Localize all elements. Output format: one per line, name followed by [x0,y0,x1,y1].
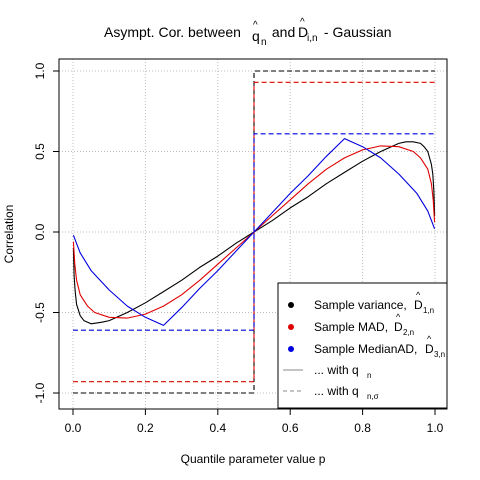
x-tick-label: 0.6 [282,421,299,435]
legend-d-medianad: D [425,342,434,356]
legend-sub-mad: 2,n [403,328,414,337]
series-layer [72,70,436,394]
x-tick-label: 0.0 [65,421,82,435]
title-q-hat: ^ [253,20,258,31]
x-axis: 0.0 0.2 0.4 0.6 0.8 1.0 [65,409,444,435]
legend-sub-medianad: 3,n [434,350,445,359]
x-tick-label: 0.2 [137,421,154,435]
title-prefix: Asympt. Cor. between [104,24,245,40]
y-tick-label: -0.5 [33,302,47,323]
y-tick-label: 0.0 [33,223,47,240]
legend-sub-solid: n [367,371,371,380]
y-axis-label: Correlation [2,205,16,264]
series-variance-dashed [73,70,435,394]
x-tick-label: 0.4 [209,421,226,435]
title-q-base: q [252,28,260,44]
x-tick-label: 1.0 [427,421,444,435]
legend: Sample variance, D ^ 1,n Sample MAD, D ^… [277,282,448,409]
legend-box [277,282,448,409]
chart-title: Asympt. Cor. between q ^ n and D ^ i,n -… [104,17,392,48]
y-tick-label: 1.0 [33,62,47,79]
series-medianad-solid [72,138,436,326]
title-d-base: D [298,24,308,40]
series-variance-solid [72,141,436,325]
legend-sub-dashed: n,σ [367,392,379,401]
title-q-sub: n [261,37,267,48]
x-tick-label: 0.8 [354,421,371,435]
y-tick-label: -1.0 [33,382,47,403]
title-d-sub: i,n [307,33,318,44]
legend-hat-medianad: ^ [427,334,432,344]
legend-label-medianad: Sample MedianAD, [314,342,424,356]
y-tick-label: 0.5 [33,143,47,160]
title-d-hat: ^ [300,17,305,28]
series-medianad-dashed [73,133,435,331]
legend-d-mad: D [394,320,403,334]
legend-marker-variance [288,302,294,308]
legend-sub-variance: 1,n [423,306,434,315]
legend-hat-variance: ^ [416,290,421,300]
legend-hat-mad: ^ [396,312,401,322]
y-axis: -1.0 -0.5 0.0 0.5 1.0 [33,62,59,403]
legend-label-variance: Sample variance, [314,298,413,312]
legend-d-variance: D [414,298,423,312]
x-axis-label: Quantile parameter value p [181,452,326,466]
legend-label-mad: Sample MAD, [314,320,395,334]
title-suffix: - Gaussian [320,24,392,40]
legend-marker-mad [288,324,294,330]
title-conj: and [268,24,299,40]
plot-frame [58,58,448,410]
legend-label-dashed: ... with q [314,384,359,398]
legend-marker-medianad [288,346,294,352]
legend-label-solid: ... with q [314,363,359,377]
